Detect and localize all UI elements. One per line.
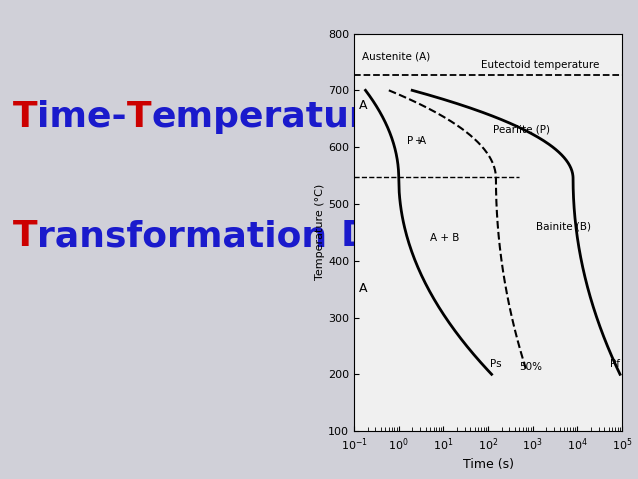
Text: A: A <box>419 137 427 146</box>
Text: ime-: ime- <box>38 100 127 134</box>
Text: P: P <box>406 137 413 146</box>
Text: Ps: Ps <box>490 359 501 369</box>
Text: +: + <box>414 137 422 146</box>
Text: A: A <box>359 282 367 295</box>
Text: Pf: Pf <box>611 359 620 369</box>
Text: Austenite (A): Austenite (A) <box>362 51 430 61</box>
X-axis label: Time (s): Time (s) <box>463 458 514 471</box>
Y-axis label: Temperature (°C): Temperature (°C) <box>315 184 325 280</box>
Text: A: A <box>359 99 367 112</box>
Text: emperature: emperature <box>152 100 392 134</box>
Text: T: T <box>13 100 38 134</box>
Text: 50%: 50% <box>519 362 542 372</box>
Text: Pearlite (P): Pearlite (P) <box>493 125 550 135</box>
Text: T: T <box>127 100 152 134</box>
Text: ransformation: ransformation <box>38 219 340 253</box>
Text: A + B: A + B <box>430 233 459 243</box>
Text: Eutectoid temperature: Eutectoid temperature <box>481 59 600 69</box>
Text: Bainite (B): Bainite (B) <box>537 221 591 231</box>
Text: Diagram: Diagram <box>340 219 513 253</box>
Text: T: T <box>13 219 38 253</box>
